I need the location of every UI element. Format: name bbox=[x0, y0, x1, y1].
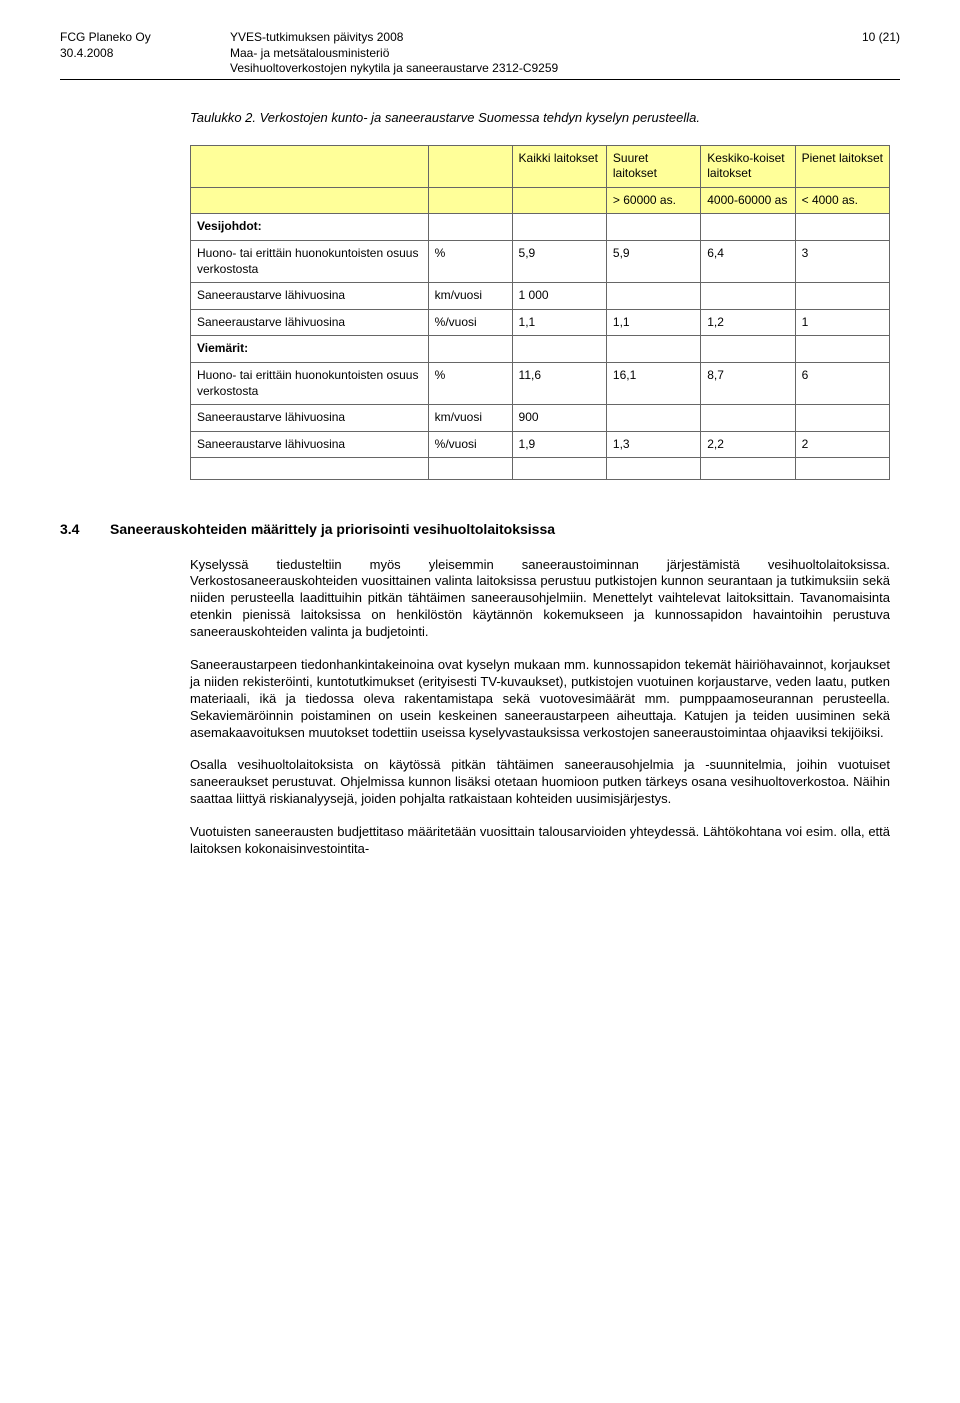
cell: 1,3 bbox=[606, 431, 700, 458]
cell: 8,7 bbox=[701, 363, 795, 405]
cell bbox=[795, 458, 889, 480]
paragraph: Osalla vesihuoltolaitoksista on käytössä… bbox=[190, 757, 890, 808]
header-cell-empty bbox=[428, 145, 512, 187]
cell bbox=[606, 405, 700, 432]
cell: 3 bbox=[795, 241, 889, 283]
cell bbox=[191, 458, 429, 480]
header-cell: Keskiko-koiset laitokset bbox=[701, 145, 795, 187]
cell: 1,2 bbox=[701, 309, 795, 336]
table-row: > 60000 as.4000-60000 as< 4000 as. bbox=[191, 187, 890, 214]
cell: 6,4 bbox=[701, 241, 795, 283]
row-label: Huono- tai erittäin huonokuntoisten osuu… bbox=[191, 363, 429, 405]
cell: 1,1 bbox=[606, 309, 700, 336]
table-caption: Taulukko 2. Verkostojen kunto- ja saneer… bbox=[190, 110, 890, 127]
cell bbox=[701, 405, 795, 432]
table-row: Huono- tai erittäin huonokuntoisten osuu… bbox=[191, 241, 890, 283]
header-page: 10 (21) bbox=[820, 30, 900, 46]
cell: 1 bbox=[795, 309, 889, 336]
section-title: Saneerauskohteiden määrittely ja prioris… bbox=[110, 520, 900, 538]
cell-unit: %/vuosi bbox=[428, 431, 512, 458]
table-row: Kaikki laitoksetSuuret laitoksetKeskiko-… bbox=[191, 145, 890, 187]
cell bbox=[606, 214, 700, 241]
cell bbox=[701, 458, 795, 480]
header-company: FCG Planeko Oy bbox=[60, 30, 230, 46]
header-date: 30.4.2008 bbox=[60, 46, 230, 62]
row-label: Saneeraustarve lähivuosina bbox=[191, 283, 429, 310]
table-row: Viemärit: bbox=[191, 336, 890, 363]
paragraph: Vuotuisten saneerausten budjettitaso mää… bbox=[190, 824, 890, 858]
cell: 1 000 bbox=[512, 283, 606, 310]
data-table: Kaikki laitoksetSuuret laitoksetKeskiko-… bbox=[190, 145, 890, 481]
table-row: Saneeraustarve lähivuosina%/vuosi1,11,11… bbox=[191, 309, 890, 336]
group-label: Viemärit: bbox=[191, 336, 429, 363]
paragraph: Kyselyssä tiedusteltiin myös yleisemmin … bbox=[190, 557, 890, 641]
table-row: Saneeraustarve lähivuosinakm/vuosi1 000 bbox=[191, 283, 890, 310]
table-row: Vesijohdot: bbox=[191, 214, 890, 241]
page-header: FCG Planeko Oy 30.4.2008 YVES-tutkimukse… bbox=[60, 30, 900, 77]
header-cell: < 4000 as. bbox=[795, 187, 889, 214]
cell: 16,1 bbox=[606, 363, 700, 405]
cell-unit: km/vuosi bbox=[428, 283, 512, 310]
body-text: Kyselyssä tiedusteltiin myös yleisemmin … bbox=[190, 557, 890, 858]
cell-unit: %/vuosi bbox=[428, 309, 512, 336]
header-cell-empty bbox=[512, 187, 606, 214]
cell bbox=[701, 283, 795, 310]
cell: 2 bbox=[795, 431, 889, 458]
group-label: Vesijohdot: bbox=[191, 214, 429, 241]
cell: 900 bbox=[512, 405, 606, 432]
header-cell: 4000-60000 as bbox=[701, 187, 795, 214]
cell bbox=[795, 405, 889, 432]
cell bbox=[701, 214, 795, 241]
header-title-2: Maa- ja metsätalousministeriö bbox=[230, 46, 820, 62]
cell: 2,2 bbox=[701, 431, 795, 458]
table-row: Huono- tai erittäin huonokuntoisten osuu… bbox=[191, 363, 890, 405]
cell: 1,1 bbox=[512, 309, 606, 336]
header-title-3: Vesihuoltoverkostojen nykytila ja saneer… bbox=[230, 61, 820, 77]
header-title-1: YVES-tutkimuksen päivitys 2008 bbox=[230, 30, 820, 46]
cell: 6 bbox=[795, 363, 889, 405]
row-label: Saneeraustarve lähivuosina bbox=[191, 431, 429, 458]
cell-unit: % bbox=[428, 241, 512, 283]
header-cell: Kaikki laitokset bbox=[512, 145, 606, 187]
table-row bbox=[191, 458, 890, 480]
cell bbox=[428, 214, 512, 241]
cell-unit: % bbox=[428, 363, 512, 405]
row-label: Huono- tai erittäin huonokuntoisten osuu… bbox=[191, 241, 429, 283]
cell: 5,9 bbox=[512, 241, 606, 283]
cell bbox=[606, 283, 700, 310]
cell bbox=[795, 283, 889, 310]
header-cell: > 60000 as. bbox=[606, 187, 700, 214]
cell: 1,9 bbox=[512, 431, 606, 458]
cell: 5,9 bbox=[606, 241, 700, 283]
cell bbox=[428, 458, 512, 480]
header-cell-empty bbox=[428, 187, 512, 214]
row-label: Saneeraustarve lähivuosina bbox=[191, 405, 429, 432]
cell bbox=[795, 214, 889, 241]
table-row: Saneeraustarve lähivuosina%/vuosi1,91,32… bbox=[191, 431, 890, 458]
row-label: Saneeraustarve lähivuosina bbox=[191, 309, 429, 336]
cell bbox=[428, 336, 512, 363]
header-cell-empty bbox=[191, 187, 429, 214]
cell bbox=[512, 458, 606, 480]
header-cell: Pienet laitokset bbox=[795, 145, 889, 187]
cell bbox=[606, 336, 700, 363]
header-rule bbox=[60, 79, 900, 80]
section-heading: 3.4 Saneerauskohteiden määrittely ja pri… bbox=[60, 520, 900, 538]
header-cell: Suuret laitokset bbox=[606, 145, 700, 187]
table-row: Saneeraustarve lähivuosinakm/vuosi900 bbox=[191, 405, 890, 432]
cell bbox=[606, 458, 700, 480]
cell-unit: km/vuosi bbox=[428, 405, 512, 432]
cell bbox=[512, 214, 606, 241]
cell: 11,6 bbox=[512, 363, 606, 405]
paragraph: Saneeraustarpeen tiedonhankintakeinoina … bbox=[190, 657, 890, 741]
cell bbox=[512, 336, 606, 363]
cell bbox=[795, 336, 889, 363]
section-number: 3.4 bbox=[60, 520, 110, 538]
header-cell-empty bbox=[191, 145, 429, 187]
cell bbox=[701, 336, 795, 363]
